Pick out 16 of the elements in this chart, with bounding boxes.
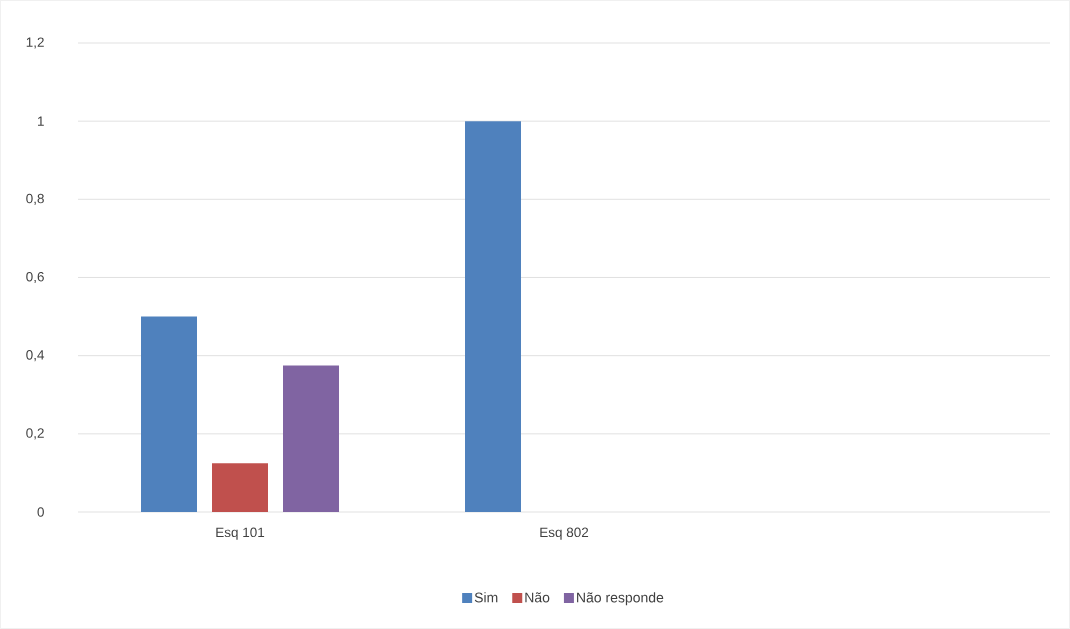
- y-tick-label: 1,2: [26, 37, 44, 49]
- y-tick-label: 0,6: [26, 271, 44, 284]
- bar: [283, 365, 340, 512]
- x-tick-label: Esq 101: [216, 527, 265, 540]
- y-tick-label: 1: [38, 116, 44, 126]
- legend-label: Sim: [474, 592, 498, 603]
- legend-label: Não responde: [577, 592, 664, 606]
- y-tick-label: 0: [37, 507, 44, 517]
- bar: [465, 121, 522, 512]
- bar: [212, 463, 268, 512]
- bar: [141, 316, 197, 512]
- y-tick-label: 0,4: [26, 350, 45, 362]
- x-tick-label: Esq 802: [540, 527, 589, 540]
- legend-label: Não: [525, 592, 550, 603]
- y-tick-label: 0,8: [26, 193, 44, 205]
- y-tick-label: 0,2: [26, 428, 44, 440]
